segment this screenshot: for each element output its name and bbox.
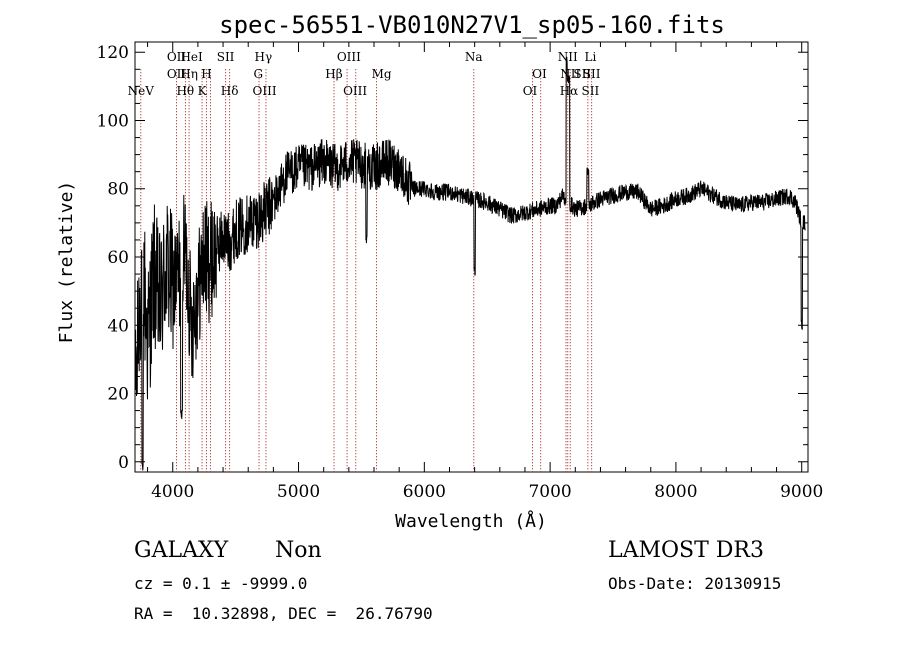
line-label: HeI <box>180 50 203 64</box>
x-axis-label: Wavelength (Å) <box>395 510 547 532</box>
line-label: Mg <box>372 67 392 81</box>
ra-dec: RA = 10.32898, DEC = 26.76790 <box>134 604 433 623</box>
y-tick-label: 60 <box>107 248 129 268</box>
line-label: Li <box>584 50 596 64</box>
chart-title: spec-56551-VB010N27V1_sp05-160.fits <box>219 11 725 39</box>
line-label: OI <box>532 67 547 81</box>
line-label: OII <box>167 50 187 64</box>
line-label: OIII <box>337 50 361 64</box>
line-label: NeV <box>128 84 155 98</box>
observation-date: Obs-Date: 20130915 <box>608 574 782 593</box>
object-class: GALAXY <box>134 538 229 563</box>
line-label: G <box>253 67 263 81</box>
line-label: OII <box>167 67 187 81</box>
spectral-line-labels: NeVOIIOIIHθHeIHηKHSIIHδHγGOIIIOIIIHβOIII… <box>128 50 601 98</box>
y-tick-label: 40 <box>107 316 129 336</box>
line-label: Hγ <box>254 50 272 64</box>
x-axis: 4000 5000 6000 7000 8000 9000 <box>147 42 823 502</box>
y-tick-label: 0 <box>118 453 129 473</box>
spectrum-line <box>135 56 806 471</box>
y-axis: 0 20 40 60 80 100 120 <box>97 43 808 473</box>
line-label: SII <box>583 67 601 81</box>
x-tick-label: 8000 <box>654 482 697 502</box>
line-label: NII <box>558 50 578 64</box>
redshift-cz: cz = 0.1 ± -9999.0 <box>134 574 308 593</box>
line-label: Hβ <box>325 67 342 81</box>
survey-name: LAMOST DR3 <box>608 538 764 563</box>
line-label: OIII <box>343 84 367 98</box>
line-label: SII <box>217 50 235 64</box>
line-label: K <box>198 84 208 98</box>
y-axis-label: Flux (relative) <box>56 181 77 344</box>
line-label: Hα <box>560 84 579 98</box>
y-tick-label: 120 <box>97 43 129 63</box>
x-tick-label: 6000 <box>403 482 446 502</box>
line-label: Hδ <box>221 84 239 98</box>
x-tick-label: 4000 <box>151 482 194 502</box>
y-tick-label: 100 <box>97 111 129 131</box>
line-label: SII <box>582 84 600 98</box>
line-label: OIII <box>253 84 277 98</box>
x-tick-label: 5000 <box>277 482 320 502</box>
line-label: Hη <box>180 67 198 81</box>
x-tick-label: 7000 <box>528 482 571 502</box>
line-label: OI <box>523 84 538 98</box>
line-label: NII <box>560 67 580 81</box>
object-subclass: Non <box>275 538 322 563</box>
x-tick-label: 9000 <box>780 482 823 502</box>
line-label: H <box>201 67 211 81</box>
line-label: SII <box>573 67 591 81</box>
y-tick-label: 80 <box>107 180 129 200</box>
line-label: Hθ <box>176 84 194 98</box>
line-label: Na <box>465 50 483 64</box>
plot-frame <box>134 41 809 473</box>
y-tick-label: 20 <box>107 385 129 405</box>
